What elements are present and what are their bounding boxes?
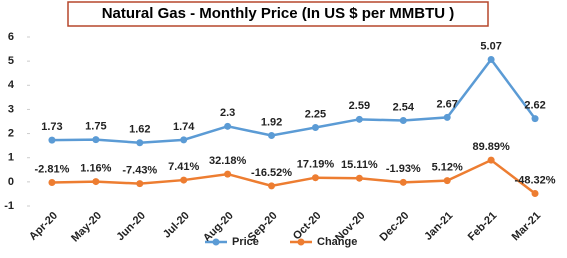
y-tick-label: 5	[8, 55, 14, 67]
data-label: 17.19%	[297, 159, 335, 171]
x-tick-label: Dec-20	[377, 210, 411, 244]
x-tick-label: Jul-20	[161, 210, 192, 241]
data-label: -7.43%	[122, 165, 157, 177]
point	[92, 136, 100, 144]
y-tick-label: -1	[4, 200, 14, 212]
data-label: 15.11%	[341, 159, 378, 171]
data-label: 7.41%	[168, 161, 199, 173]
data-label: 1.73	[41, 121, 62, 133]
data-label: 1.16%	[80, 162, 111, 174]
x-tick-label: Apr-20	[27, 210, 60, 243]
legend-label: Price	[232, 236, 259, 248]
point	[487, 156, 495, 164]
x-tick-label: Jun-20	[114, 210, 148, 244]
point	[180, 176, 188, 184]
point	[399, 178, 407, 186]
title-box	[67, 1, 489, 27]
legend-marker	[212, 238, 220, 246]
y-tick-label: 6	[8, 31, 14, 43]
x-tick-label: Mar-21	[510, 210, 544, 244]
legend-marker	[297, 238, 305, 246]
data-label: 2.62	[524, 100, 545, 112]
series-line	[51, 57, 537, 144]
point	[355, 115, 363, 123]
point	[268, 132, 276, 140]
data-label: 2.54	[393, 101, 415, 113]
x-tick-label: Jan-21	[422, 210, 455, 243]
series-line	[51, 158, 536, 195]
data-label: -2.81%	[35, 163, 70, 175]
legend-label: Change	[317, 236, 357, 248]
data-label: 2.3	[220, 107, 235, 119]
data-label: -1.93%	[386, 163, 421, 175]
data-label: 5.07	[480, 40, 501, 52]
y-tick-label: 4	[8, 79, 15, 91]
point	[531, 190, 539, 198]
point	[311, 124, 319, 132]
data-label: 32.18%	[209, 155, 247, 167]
data-label: 1.74	[173, 121, 195, 133]
y-tick-label: 1	[8, 152, 14, 164]
data-label: 2.67	[436, 98, 457, 110]
data-label: 5.12%	[432, 162, 463, 174]
x-tick-label: Feb-21	[466, 210, 500, 244]
point	[224, 122, 232, 130]
data-label: -48.32%	[515, 174, 556, 186]
point	[92, 178, 100, 186]
point	[399, 117, 407, 125]
chart-title: Natural Gas - Monthly Price (In US $ per…	[102, 5, 455, 22]
point	[531, 115, 539, 123]
point	[180, 136, 188, 144]
data-label: 1.75	[85, 121, 106, 133]
point	[355, 174, 363, 182]
data-label: 1.92	[261, 116, 282, 128]
data-label: 2.25	[305, 108, 326, 120]
x-tick-label: May-20	[69, 210, 104, 245]
data-label: 1.62	[129, 124, 150, 136]
point	[224, 170, 232, 178]
y-tick-label: 0	[8, 176, 14, 188]
data-label: 89.89%	[472, 141, 510, 153]
point	[311, 174, 319, 182]
point	[48, 136, 56, 144]
point	[136, 139, 144, 147]
y-tick-label: 2	[8, 127, 14, 139]
point	[136, 180, 144, 188]
point	[443, 177, 451, 185]
point	[48, 179, 56, 187]
data-label: -16.52%	[251, 167, 292, 179]
data-label: 2.59	[349, 100, 370, 112]
point	[443, 113, 451, 121]
point	[487, 55, 495, 63]
y-tick-label: 3	[8, 103, 14, 115]
x-tick-label: Aug-20	[201, 210, 236, 245]
point	[268, 182, 276, 190]
